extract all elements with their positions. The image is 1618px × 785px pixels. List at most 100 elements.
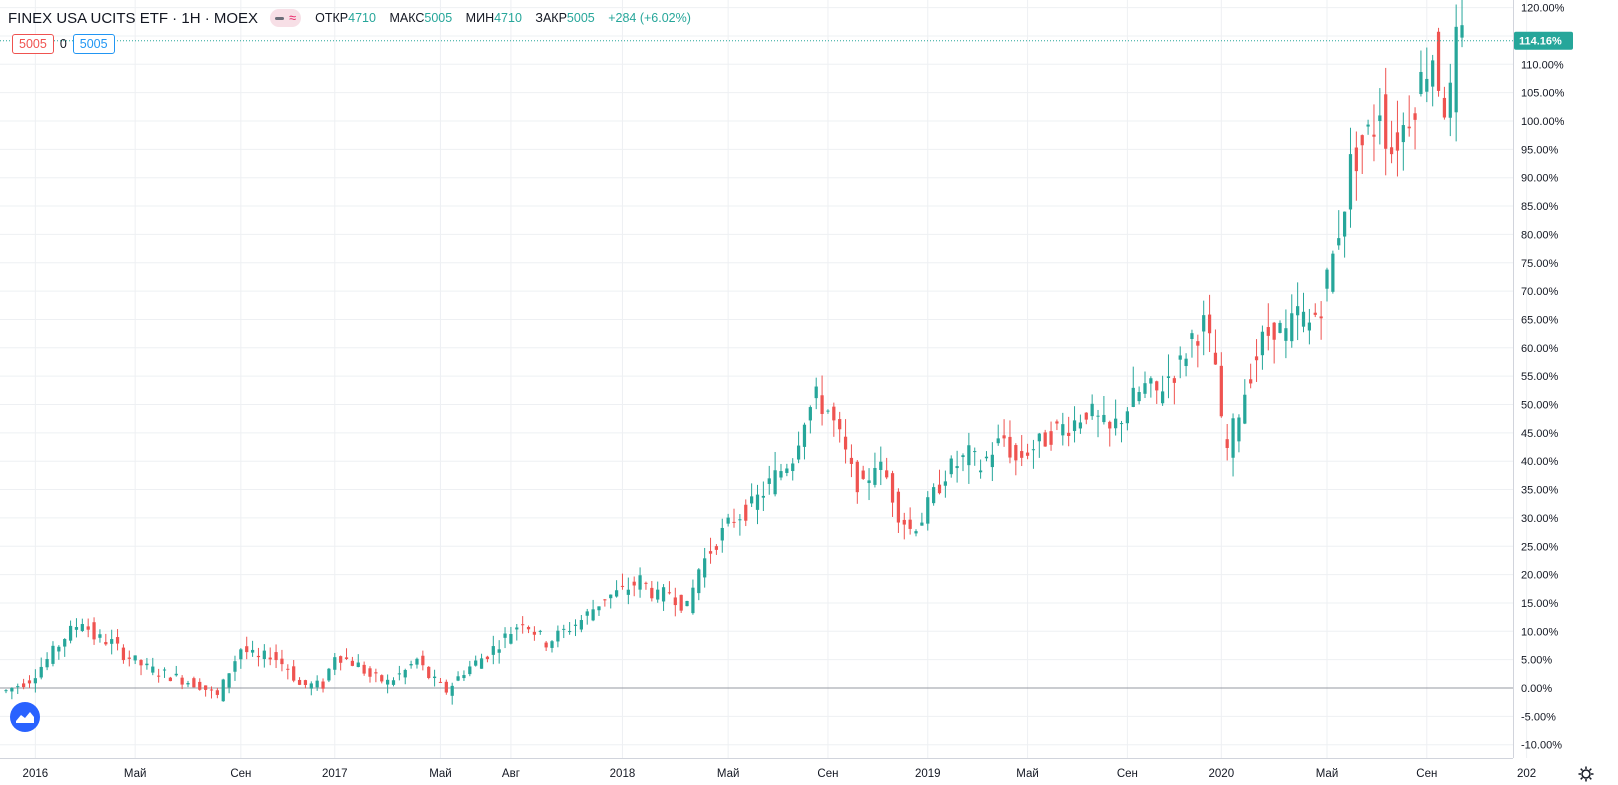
candle-body[interactable] (521, 624, 525, 626)
candle-body[interactable] (362, 664, 366, 674)
candle-body[interactable] (750, 496, 754, 504)
candle-body[interactable] (68, 625, 73, 641)
candle-body[interactable] (861, 470, 865, 479)
candle-body[interactable] (233, 661, 237, 672)
candle-body[interactable] (1401, 125, 1405, 143)
candle-body[interactable] (497, 649, 501, 653)
candle-body[interactable] (1096, 415, 1100, 417)
candle-body[interactable] (632, 581, 636, 586)
candle-body[interactable] (744, 504, 748, 521)
candle-body[interactable] (996, 438, 1000, 444)
candle-body[interactable] (650, 587, 654, 599)
candle-body[interactable] (609, 594, 613, 599)
candle-body[interactable] (16, 686, 20, 688)
gear-icon[interactable] (1578, 766, 1594, 782)
candle-body[interactable] (262, 650, 266, 660)
candle-body[interactable] (1254, 356, 1259, 361)
candle-body[interactable] (1043, 432, 1047, 447)
sell-price-box[interactable]: 5005 (12, 34, 54, 54)
candle-body[interactable] (1419, 71, 1423, 95)
candle-body[interactable] (198, 681, 202, 690)
candle-body[interactable] (820, 395, 824, 414)
candle-body[interactable] (932, 487, 936, 504)
candle-body[interactable] (421, 655, 425, 666)
candle-body[interactable] (1119, 423, 1124, 425)
candle-body[interactable] (978, 470, 983, 473)
candle-body[interactable] (151, 666, 155, 673)
candle-body[interactable] (638, 575, 642, 590)
candle-body[interactable] (4, 690, 8, 692)
candle-body[interactable] (708, 551, 713, 554)
candle-body[interactable] (92, 622, 96, 640)
time-axis[interactable]: 2016 Май Сен 2017 Май Авг 2018 Май Сен 2019 Май Сен… (0, 758, 1536, 781)
candle-body[interactable] (1090, 403, 1094, 417)
candle-body[interactable] (1272, 322, 1276, 340)
candle-body[interactable] (51, 645, 55, 664)
candle-body[interactable] (39, 666, 43, 678)
candle-body[interactable] (368, 668, 372, 677)
candle-body[interactable] (1037, 433, 1041, 442)
candle-body[interactable] (374, 672, 378, 674)
candles[interactable] (4, 0, 1464, 705)
candle-body[interactable] (221, 679, 225, 702)
candle-body[interactable] (350, 660, 355, 666)
candle-body[interactable] (538, 630, 542, 632)
candle-body[interactable] (738, 519, 742, 521)
candle-body[interactable] (703, 558, 707, 578)
candle-body[interactable] (556, 630, 560, 642)
candle-body[interactable] (180, 677, 184, 685)
candle-body[interactable] (626, 589, 630, 595)
candle-body[interactable] (1431, 60, 1435, 87)
candle-body[interactable] (896, 491, 901, 523)
candle-body[interactable] (356, 662, 360, 668)
candle-body[interactable] (1378, 115, 1382, 122)
candle-body[interactable] (661, 587, 666, 602)
candle-body[interactable] (1243, 394, 1247, 424)
candle-body[interactable] (509, 633, 513, 644)
candle-body[interactable] (1360, 135, 1364, 146)
candle-body[interactable] (1395, 132, 1400, 151)
candle-body[interactable] (667, 592, 672, 594)
candle-body[interactable] (902, 519, 906, 525)
candle-body[interactable] (1407, 126, 1411, 129)
candle-body[interactable] (550, 641, 554, 648)
candle-body[interactable] (920, 522, 924, 526)
candle-body[interactable] (1049, 431, 1053, 445)
candle-body[interactable] (157, 675, 161, 677)
candle-body[interactable] (239, 649, 243, 660)
candle-body[interactable] (450, 685, 454, 696)
candle-body[interactable] (1184, 358, 1188, 367)
candle-body[interactable] (204, 685, 208, 690)
candle-body[interactable] (280, 658, 284, 665)
candle-body[interactable] (908, 519, 912, 529)
candle-body[interactable] (726, 517, 730, 524)
candle-body[interactable] (838, 419, 842, 430)
candle-body[interactable] (10, 687, 14, 692)
candle-body[interactable] (697, 569, 701, 594)
candle-body[interactable] (139, 660, 143, 666)
candle-body[interactable] (1125, 411, 1129, 424)
candle-body[interactable] (644, 582, 648, 584)
candle-body[interactable] (1290, 313, 1294, 342)
candle-body[interactable] (127, 657, 131, 659)
candle-body[interactable] (380, 675, 384, 682)
candle-body[interactable] (1331, 253, 1335, 292)
candle-body[interactable] (1155, 381, 1159, 391)
candle-body[interactable] (802, 424, 807, 447)
candle-body[interactable] (1178, 355, 1182, 360)
candle-body[interactable] (967, 445, 971, 466)
candle-body[interactable] (1061, 424, 1065, 436)
candle-body[interactable] (1002, 435, 1006, 439)
candle-body[interactable] (990, 454, 994, 468)
candle-body[interactable] (1296, 306, 1300, 316)
candle-body[interactable] (1219, 365, 1223, 417)
candle-body[interactable] (579, 620, 583, 630)
candle-body[interactable] (1342, 211, 1347, 237)
candle-body[interactable] (503, 633, 507, 638)
candle-body[interactable] (427, 666, 431, 678)
candle-body[interactable] (544, 642, 548, 648)
candle-body[interactable] (1313, 312, 1317, 315)
candle-body[interactable] (614, 590, 619, 597)
candle-body[interactable] (1190, 333, 1194, 339)
candle-body[interactable] (303, 680, 308, 686)
